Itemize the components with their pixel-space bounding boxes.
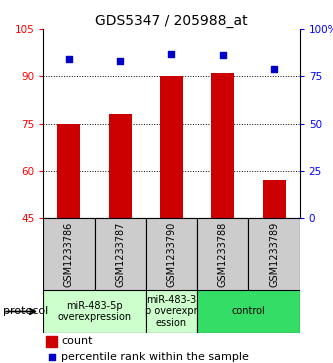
- Bar: [197, 218, 248, 290]
- Bar: [262, 180, 286, 218]
- Point: [169, 51, 174, 57]
- Bar: [160, 76, 183, 218]
- Bar: [109, 114, 132, 218]
- Text: GSM1233790: GSM1233790: [166, 221, 176, 287]
- Text: GSM1233788: GSM1233788: [218, 221, 228, 287]
- Text: control: control: [231, 306, 265, 317]
- Text: protocol: protocol: [3, 306, 49, 317]
- Bar: [95, 218, 146, 290]
- Text: GSM1233789: GSM1233789: [269, 221, 279, 287]
- Point: [66, 56, 72, 62]
- Point: [220, 53, 225, 58]
- Text: GSM1233787: GSM1233787: [115, 221, 125, 287]
- Bar: [146, 218, 197, 290]
- Bar: [211, 73, 234, 218]
- Text: miR-483-3
p overexpr
ession: miR-483-3 p overexpr ession: [145, 295, 198, 328]
- Bar: [248, 218, 300, 290]
- Bar: [43, 290, 146, 333]
- Bar: [46, 336, 57, 347]
- Title: GDS5347 / 205988_at: GDS5347 / 205988_at: [95, 14, 248, 28]
- Bar: [57, 123, 81, 218]
- Point: [49, 354, 54, 360]
- Bar: [146, 290, 197, 333]
- Point: [118, 58, 123, 64]
- Text: percentile rank within the sample: percentile rank within the sample: [61, 352, 249, 362]
- Point: [271, 66, 277, 72]
- Bar: [43, 218, 95, 290]
- Bar: [197, 290, 300, 333]
- Text: count: count: [61, 337, 93, 346]
- Text: miR-483-5p
overexpression: miR-483-5p overexpression: [58, 301, 132, 322]
- Text: GSM1233786: GSM1233786: [64, 221, 74, 287]
